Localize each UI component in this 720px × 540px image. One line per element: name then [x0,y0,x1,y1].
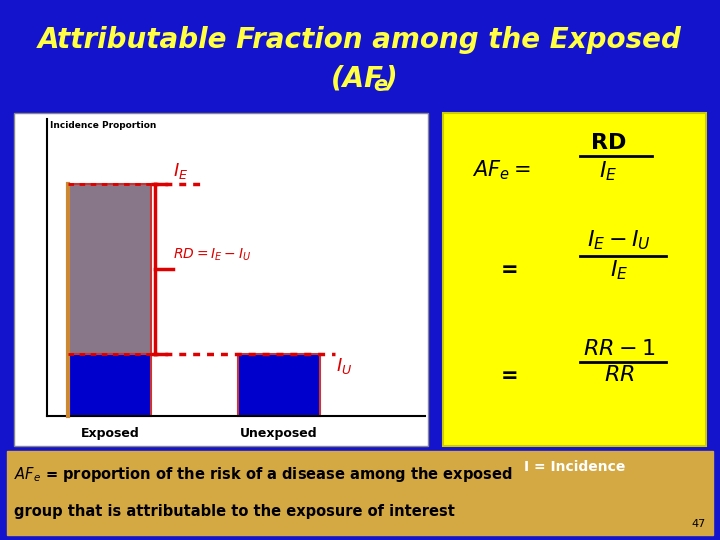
FancyBboxPatch shape [443,113,706,446]
Text: $I_U$: $I_U$ [336,356,353,376]
Text: $I_E$: $I_E$ [173,161,188,181]
Text: $AF_e =$: $AF_e =$ [472,159,530,183]
FancyBboxPatch shape [7,451,713,535]
Text: Unexposed: Unexposed [240,427,318,440]
Text: $I_E$: $I_E$ [610,259,629,282]
Text: (AF: (AF [331,64,384,92]
Text: =: = [500,260,518,280]
Text: 47: 47 [691,519,706,529]
Text: $RD = I_E - I_U$: $RD = I_E - I_U$ [173,247,251,263]
Text: RD: RD [590,133,626,153]
Text: Attributable Fraction among the Exposed: Attributable Fraction among the Exposed [38,26,682,55]
Text: ): ) [385,64,398,92]
Text: I = Incidence: I = Incidence [523,460,625,474]
Text: Incidence Proportion: Incidence Proportion [50,122,157,131]
Text: $RR - 1$: $RR - 1$ [583,339,655,359]
Text: group that is attributable to the exposure of interest: group that is attributable to the exposu… [14,504,455,518]
Text: =: = [500,366,518,387]
Text: $AF_e$ = proportion of the risk of a disease among the exposed: $AF_e$ = proportion of the risk of a dis… [14,465,513,484]
FancyBboxPatch shape [68,184,151,354]
Text: Exposed: Exposed [81,427,139,440]
Text: $RR$: $RR$ [604,365,634,385]
FancyBboxPatch shape [238,354,320,416]
FancyBboxPatch shape [68,354,151,416]
Text: $I_E$: $I_E$ [599,159,618,183]
Text: $I_E - I_U$: $I_E - I_U$ [588,228,651,252]
Text: e: e [374,75,388,96]
FancyBboxPatch shape [14,113,428,446]
